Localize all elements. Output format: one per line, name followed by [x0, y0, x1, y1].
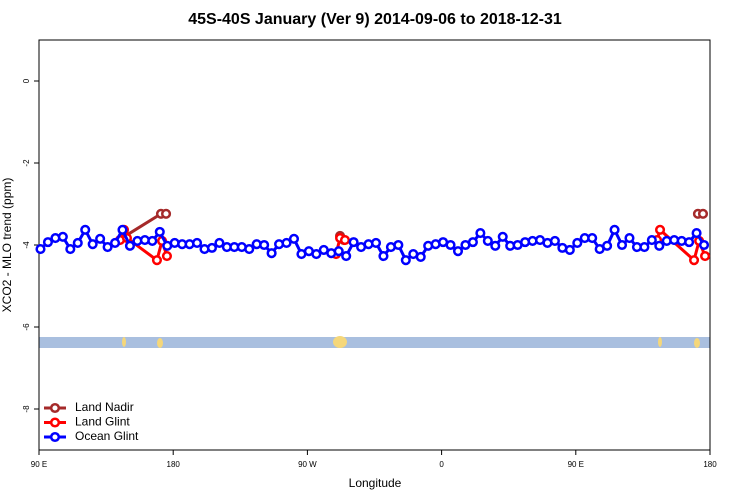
- y-tick-label: -6: [22, 323, 31, 331]
- point: [117, 224, 128, 235]
- point: [688, 255, 700, 266]
- point: [244, 244, 255, 255]
- y-tick-label: -4: [22, 241, 31, 249]
- point: [646, 235, 657, 246]
- point: [151, 255, 162, 266]
- x-tick-label: 90 E: [568, 460, 584, 469]
- point: [467, 237, 478, 248]
- point: [639, 242, 650, 253]
- point: [497, 231, 508, 242]
- point: [609, 224, 620, 235]
- point: [65, 244, 76, 255]
- x-tick-label: 90 E: [31, 460, 47, 469]
- point: [348, 237, 359, 248]
- legend-label: Ocean Glint: [75, 429, 139, 443]
- point: [161, 251, 172, 262]
- point: [602, 240, 613, 251]
- point: [288, 233, 300, 244]
- x-tick-label: 90 W: [298, 460, 317, 469]
- point: [400, 255, 411, 266]
- point: [87, 239, 98, 250]
- point: [572, 237, 583, 248]
- point: [57, 231, 68, 242]
- x-axis-label: Longitude: [349, 476, 402, 490]
- y-tick-label: 0: [22, 78, 31, 83]
- point: [339, 235, 351, 246]
- x-tick-label: 180: [167, 460, 181, 469]
- point: [72, 237, 83, 248]
- point: [700, 251, 711, 262]
- point: [281, 237, 292, 248]
- point: [697, 208, 709, 219]
- point: [370, 237, 382, 248]
- point: [341, 251, 352, 262]
- legend-label: Land Nadir: [75, 400, 134, 414]
- point: [564, 244, 575, 255]
- surface-band: [39, 336, 710, 348]
- point: [259, 239, 270, 251]
- legend-label: Land Glint: [75, 415, 130, 429]
- point: [654, 224, 666, 235]
- point: [616, 239, 628, 251]
- point: [415, 251, 426, 262]
- point: [691, 228, 702, 239]
- y-tick-label: -8: [22, 405, 31, 413]
- point: [482, 235, 493, 246]
- point: [109, 237, 121, 248]
- legend-marker: [49, 402, 61, 414]
- point: [102, 242, 113, 253]
- point: [95, 233, 106, 244]
- point: [475, 228, 486, 239]
- x-tick-label: 180: [703, 460, 717, 469]
- point: [311, 248, 322, 260]
- point: [393, 239, 404, 251]
- point: [549, 235, 560, 246]
- point: [124, 240, 136, 251]
- point: [333, 246, 344, 257]
- point: [154, 226, 165, 237]
- point: [624, 232, 635, 244]
- point: [42, 237, 53, 248]
- chart-title: 45S-40S January (Ver 9) 2014-09-06 to 20…: [188, 11, 562, 28]
- point: [684, 237, 695, 248]
- point: [378, 251, 389, 262]
- legend-marker: [49, 417, 61, 428]
- point: [654, 240, 665, 251]
- y-tick-label: -2: [22, 159, 31, 167]
- y-axis-label: XCO2 - MLO trend (ppm): [0, 178, 14, 313]
- point: [587, 232, 598, 244]
- point: [80, 224, 91, 235]
- point: [214, 237, 225, 248]
- point: [160, 208, 172, 219]
- legend-marker: [49, 431, 61, 443]
- point: [266, 248, 277, 259]
- point: [490, 240, 501, 251]
- point: [35, 244, 46, 255]
- x-tick-label: 0: [439, 460, 444, 469]
- point: [147, 235, 158, 246]
- point: [192, 237, 203, 248]
- point: [206, 242, 218, 253]
- point: [698, 239, 710, 251]
- point: [452, 246, 464, 257]
- point: [445, 239, 456, 251]
